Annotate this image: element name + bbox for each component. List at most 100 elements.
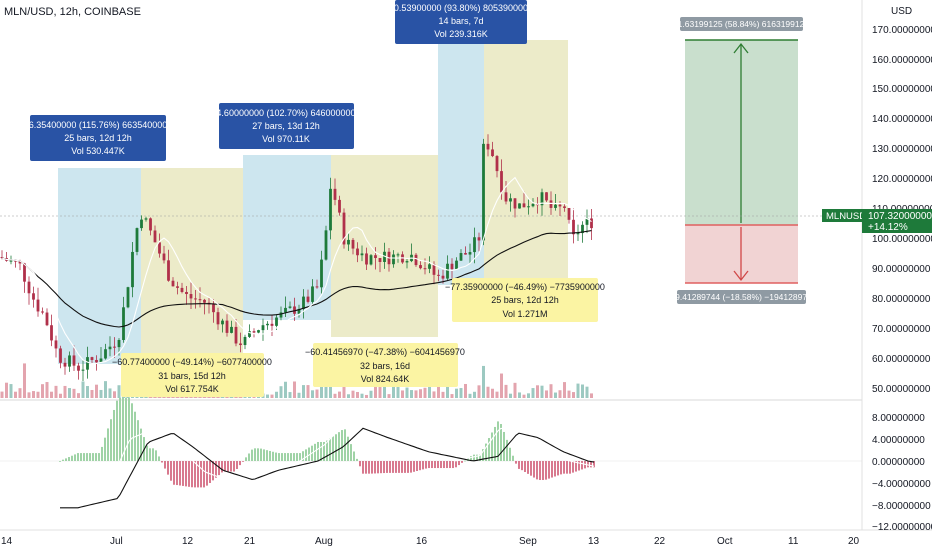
macd-histogram-bar [449,461,451,469]
current-price-badge[interactable] [862,209,932,233]
macd-histogram-bar [245,457,247,461]
measure-bars: 25 bars, 12d 12h [491,295,559,305]
candle-body [437,274,440,276]
macd-histogram-bar [455,461,457,468]
macd-histogram-bar [62,459,64,461]
macd-histogram-bar [347,436,349,461]
candle-body [464,253,467,255]
symbol-title[interactable]: MLN/USD, 12h, COINBASE [4,6,141,18]
measure-label-fall-3[interactable]: −77.35900000 (−46.49%) −7735900000 25 ba… [445,278,605,322]
candle-body [581,224,584,234]
candle-body [293,306,296,314]
candle-body [500,171,503,193]
macd-histogram-bar [371,461,373,474]
macd-histogram-bar [191,461,193,488]
candle-body [491,149,494,157]
macd-histogram-bar [254,448,256,461]
volume-bar [270,394,274,398]
measure-volume: Vol 1.271M [502,309,547,319]
target-label-text: 61.63199125 (58.84%) 6163199125 [673,19,809,29]
candle-body [216,312,220,325]
volume-bar [468,393,472,398]
macd-histogram-bar [299,453,301,461]
macd-histogram-bar [425,461,427,469]
macd-histogram-bar [491,432,493,461]
macd-histogram-bar [233,461,235,472]
macd-histogram-bar [374,461,376,474]
macd-histogram-bar [95,453,97,461]
price-tick: 50.00000000 [872,384,931,395]
volume-bar [414,390,418,398]
measure-bars: 25 bars, 12d 12h [64,133,132,143]
measure-label-fall-1[interactable]: −60.77400000 (−49.14%) −6077400000 31 ba… [112,353,272,397]
macd-histogram-bar [200,461,202,488]
volume-bar [563,382,566,398]
candle-body [50,325,53,341]
volume-bar [428,384,431,398]
candle-body [347,239,350,245]
price-tick: 130.00000000 [872,144,932,155]
candle-body [167,260,170,281]
candle-body [180,287,184,292]
volume-bar [104,381,107,398]
candle-body [563,206,566,208]
time-tick: 20 [848,536,860,547]
macd-histogram-bar [275,452,277,461]
volume-bar [279,386,283,398]
candle-body [513,198,517,209]
macd-histogram-bar [224,461,226,472]
candle-body [333,188,337,200]
measure-label-rise-3[interactable]: 80.53900000 (93.80%) 8053900000 14 bars,… [389,0,533,44]
stop-label[interactable]: −19.41289744 (−18.58%) −1941289744 [665,290,817,304]
symbol-badge[interactable] [822,209,862,222]
volume-bar [81,381,85,398]
macd-histogram-bar [353,451,355,461]
volume-bar [509,393,512,398]
candle-body [36,299,40,312]
volume-bar [554,392,557,398]
measure-volume: Vol 530.447K [71,146,125,156]
macd-histogram-bar [71,455,73,461]
macd-histogram-bar [113,409,115,461]
candle-body [315,286,319,288]
macd-histogram-bar [116,400,118,461]
rise-range-1 [58,168,141,364]
macd-histogram-bar [152,448,154,461]
macd-histogram-bar [572,461,574,473]
macd-histogram-bar [206,461,208,486]
macd-histogram-bar [188,461,190,487]
volume-bar [32,391,35,398]
macd-histogram-bar [179,461,181,486]
volume-bar [536,385,539,398]
candle-body [545,192,548,201]
measure-label-fall-2[interactable]: −60.41456970 (−47.38%) −6041456970 32 ba… [305,343,465,387]
volume-bar [486,386,490,398]
measure-label-rise-1[interactable]: 66.35400000 (115.76%) 6635400000 25 bars… [24,115,172,161]
candle-body [45,312,49,326]
candle-body [311,286,314,302]
time-axis[interactable]: 14 Jul 12 21 Aug 16 Sep 13 22 Oct 11 20 [1,536,860,547]
volume-bar [572,392,575,398]
candle-body [135,228,139,252]
rise-range-3 [438,40,484,285]
candle-body [248,331,251,337]
volume-bar [45,382,49,398]
time-tick: Aug [315,536,333,547]
macd-histogram-bar [98,453,100,461]
candle-body [212,304,215,313]
macd-histogram-bar [323,441,325,461]
macd-histogram-bar [542,461,544,481]
measure-label-rise-2[interactable]: 64.60000000 (102.70%) 6460000000 27 bars… [211,103,361,149]
candle-body [198,299,202,301]
target-label[interactable]: 61.63199125 (58.84%) 6163199125 [673,17,809,31]
candle-body [297,308,301,314]
macd-tick: 8.00000000 [872,413,925,424]
macd-histogram-bar [413,461,415,472]
time-tick: 12 [182,536,194,547]
macd-axis[interactable]: 8.00000000 4.00000000 0.00000000 −4.0000… [872,413,932,533]
candle-body [477,237,481,241]
candle-body [158,242,161,254]
volume-bar [473,391,476,398]
time-tick: 13 [588,536,600,547]
